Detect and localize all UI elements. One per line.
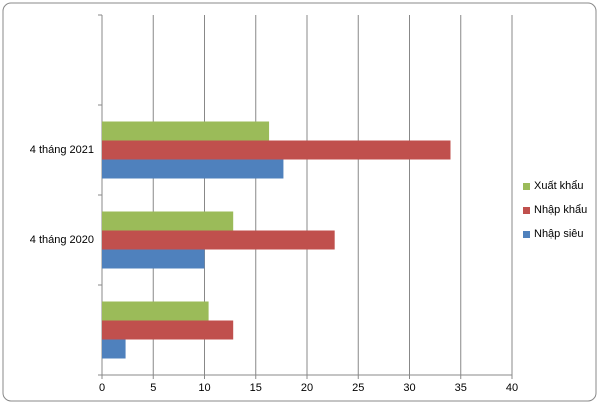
bar: [102, 140, 451, 160]
legend-label: Nhập khẩu: [534, 204, 587, 216]
x-tick-label: 30: [403, 382, 415, 394]
bar: [102, 159, 284, 179]
y-tick-label: 4 tháng 2021: [30, 144, 94, 156]
x-tick-label: 25: [352, 382, 364, 394]
bar: [102, 320, 234, 340]
bar: [102, 339, 126, 359]
bar: [102, 230, 335, 250]
x-tick-label: 20: [301, 382, 313, 394]
legend-swatch: [523, 183, 530, 190]
x-tick-label: 35: [455, 382, 467, 394]
bar: [102, 211, 234, 231]
legend-swatch: [523, 231, 530, 238]
legend-swatch: [523, 207, 530, 214]
bar: [102, 249, 205, 269]
legend-label: Nhập siêu: [534, 228, 584, 240]
x-tick-label: 15: [250, 382, 262, 394]
x-tick-label: 5: [150, 382, 156, 394]
x-tick-label: 0: [99, 382, 105, 394]
y-tick-label: 4 tháng 2020: [30, 234, 94, 246]
x-tick-label: 10: [198, 382, 210, 394]
bar: [102, 121, 270, 141]
legend-label: Xuất khẩu: [534, 180, 584, 192]
chart-border: [2, 2, 597, 402]
bar: [102, 301, 209, 321]
x-tick-label: 40: [506, 382, 518, 394]
